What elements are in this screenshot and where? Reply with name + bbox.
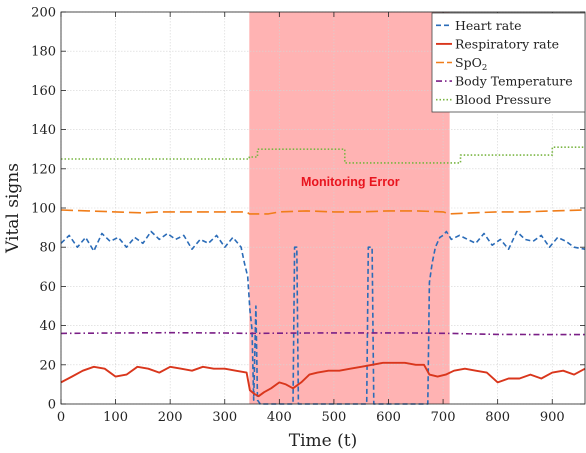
monitoring-error-annotation: Monitoring Error [301, 175, 400, 189]
axes-layer: 0 100 200 300 400 500 600 700 800 900 0 20 40 60 80 100… [31, 6, 586, 425]
legend-label: Heart rate [455, 18, 522, 33]
series-line [60, 230, 586, 405]
series-layer [60, 146, 586, 405]
series-line [60, 331, 585, 336]
x-tick-label: 700 [431, 410, 456, 425]
legend-label: Blood Pressure [455, 92, 551, 107]
series-line [61, 146, 585, 164]
y-axis-label: Vital signs [3, 163, 23, 254]
legend-box [431, 12, 586, 113]
legend-label: Respiratory rate [455, 36, 559, 51]
x-tick-label: 800 [485, 410, 510, 425]
legend-label: Body Temperature [455, 74, 573, 89]
y-tick-label: 200 [31, 6, 56, 21]
y-tick-label: 20 [39, 358, 56, 373]
x-tick-label: 300 [212, 410, 237, 425]
annotation-layer: Monitoring Error [301, 175, 400, 189]
x-tick-label: 100 [103, 410, 128, 425]
x-tick-label: 600 [376, 410, 401, 425]
x-tick-label: 400 [267, 410, 292, 425]
x-tick-label: 0 [57, 410, 65, 425]
y-tick-label: 100 [31, 202, 56, 217]
y-tick-label: 80 [39, 241, 56, 256]
y-tick-label: 140 [31, 123, 56, 138]
x-tick-label: 200 [158, 410, 183, 425]
x-axis-label: Time (t) [289, 431, 357, 451]
x-tick-label: 900 [540, 410, 565, 425]
series-line [60, 209, 586, 215]
y-tick-label: 180 [31, 45, 56, 60]
y-tick-label: 0 [48, 398, 56, 413]
legend-label: SpO2 [455, 55, 487, 73]
y-tick-label: 160 [31, 84, 56, 99]
x-tick-label: 500 [322, 410, 347, 425]
series-line [60, 361, 586, 398]
y-tick-label: 60 [39, 280, 56, 295]
y-tick-label: 120 [31, 162, 56, 177]
y-tick-label: 40 [39, 319, 56, 334]
